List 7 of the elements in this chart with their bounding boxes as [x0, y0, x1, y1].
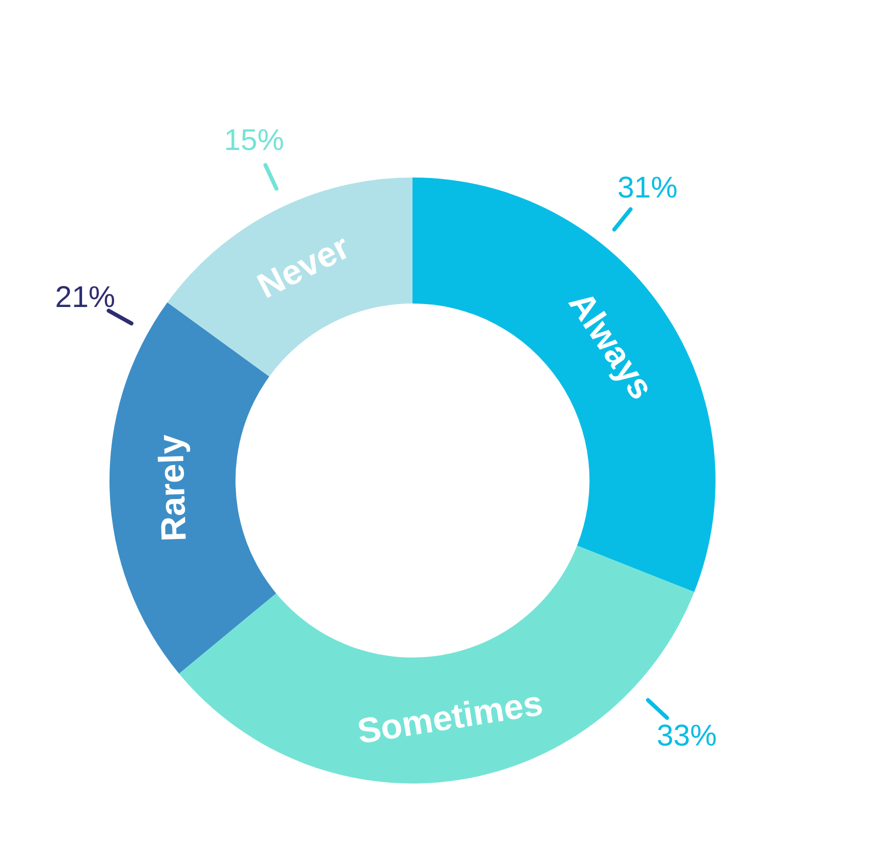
data-label: 31%	[617, 172, 678, 205]
data-label: 15%	[224, 124, 284, 158]
slice-label: Never	[251, 227, 356, 306]
data-label: 33%	[656, 720, 717, 753]
slice-label: Rarely	[151, 433, 194, 542]
data-label: 21%	[55, 281, 116, 314]
slice-label: Sometimes	[354, 684, 546, 752]
